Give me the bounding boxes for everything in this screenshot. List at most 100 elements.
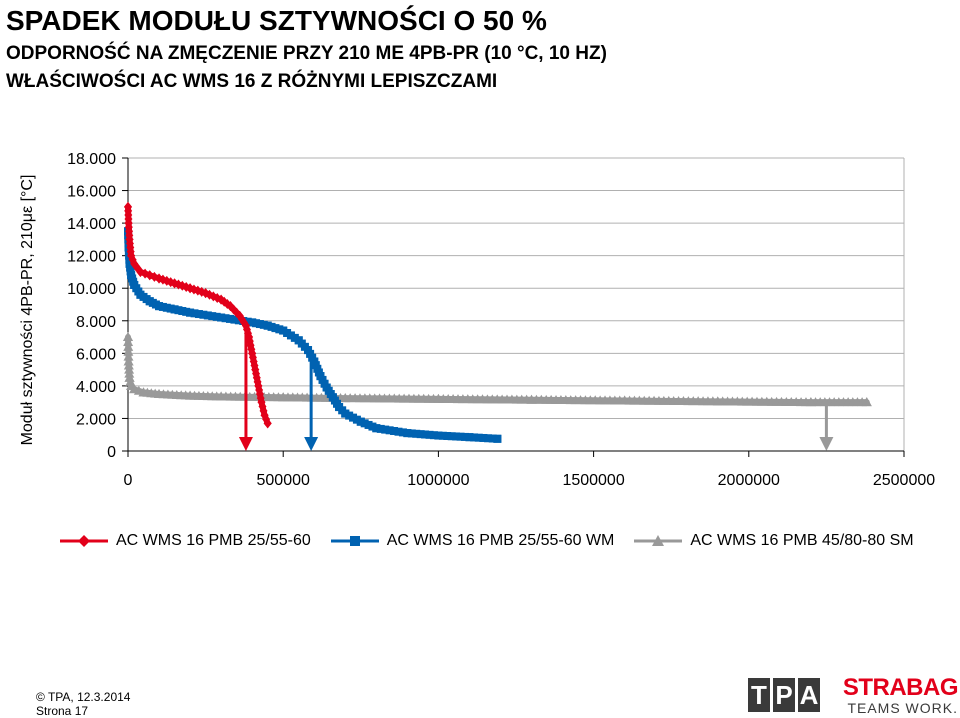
- series-square-trail-point: [212, 312, 221, 321]
- series-square-data-point: [465, 433, 474, 442]
- series-square-trail-point: [421, 430, 430, 439]
- series-diamond-data-point: [201, 288, 210, 299]
- series-square-trail-point: [221, 314, 230, 323]
- series-diamond-data-point: [248, 348, 257, 359]
- y-tick-label: 14.000: [67, 216, 116, 233]
- y-tick-label: 10.000: [67, 281, 116, 298]
- series-triangle-trail-point: [123, 336, 134, 346]
- x-tick-label: 500000: [257, 472, 310, 489]
- series-square-data-point: [279, 326, 288, 335]
- series-square-trail-point: [243, 317, 252, 326]
- y-tick-label: 18.000: [67, 151, 116, 168]
- series-square-data-point: [263, 321, 272, 330]
- series-square-trail-point: [479, 433, 488, 442]
- tpa-logo-letter-p: P: [773, 678, 795, 712]
- series-diamond-data-point: [125, 234, 134, 245]
- drop-arrow-head: [238, 437, 253, 451]
- series-triangle-data-point: [433, 393, 444, 403]
- legend-label-blue: AC WMS 16 PMB 25/55-60 WM: [386, 532, 615, 549]
- series-square-data-point: [328, 393, 337, 402]
- series-square-trail-point: [470, 433, 479, 442]
- series-square-data-point: [125, 259, 134, 268]
- series-diamond-data-point: [145, 270, 154, 281]
- series-diamond-data-point: [170, 278, 179, 289]
- series-square-data-point: [145, 297, 154, 306]
- series-square-trail-point: [225, 314, 234, 323]
- series-triangle-data-point: [340, 393, 351, 403]
- series-triangle-data-point: [805, 397, 816, 407]
- series-square-trail-point: [412, 429, 421, 438]
- strabag-logo-name: STRABAG: [842, 674, 959, 701]
- series-triangle-trail-point: [123, 351, 134, 361]
- series-square-data-point: [403, 429, 412, 438]
- series-diamond-data-point: [186, 283, 195, 294]
- x-tick-label: 2500000: [873, 472, 935, 489]
- series-triangle-line: [125, 334, 870, 406]
- series-square-data-point: [186, 308, 195, 317]
- series-triangle-data-point: [124, 372, 135, 382]
- series-square-data-point: [341, 409, 350, 418]
- footer-page-number: Strona 17: [36, 704, 89, 718]
- stiffness-chart: 0 2.000 4.000 6.000 8.000 10.000 12.000 14.000 1…: [67, 151, 935, 489]
- series-square-trail-point: [208, 312, 217, 321]
- chart-legend: AC WMS 16 PMB 25/55-60 AC WMS 16 PMB 25/…: [58, 532, 914, 550]
- y-tick-label: 2.000: [76, 411, 116, 428]
- drop-arrow-head: [819, 437, 834, 451]
- series-diamond-data-point: [260, 410, 269, 421]
- tpa-logo: T P A: [748, 678, 820, 712]
- drop-arrow-head: [304, 437, 319, 451]
- series-diamond-data-point: [155, 273, 164, 284]
- series-diamond-data-point: [251, 364, 260, 375]
- series-square-data-point: [322, 383, 331, 392]
- series-diamond-data-point: [263, 418, 272, 429]
- y-tick-label: 8.000: [76, 314, 116, 331]
- footer: © TPA, 12.3.2014 Strona 17: [36, 690, 130, 718]
- series-square-trail-point: [390, 427, 399, 436]
- subtitle-line-1: ODPORNOŚĆ NA ZMĘCZENIE PRZY 210 ME 4PB-P…: [6, 43, 607, 64]
- series-square-trail-point: [484, 434, 493, 443]
- series-square-data-point: [127, 271, 136, 280]
- series-square-data-point: [294, 336, 303, 345]
- series-triangle-data-point: [861, 397, 872, 407]
- series-square-line: [125, 228, 501, 442]
- series-triangle-data-point: [129, 384, 140, 394]
- series-square-data-point: [356, 417, 365, 426]
- legend-label-red: AC WMS 16 PMB 25/55-60: [116, 532, 311, 549]
- strabag-logo: STRABAG TEAMS WORK.: [836, 674, 959, 717]
- legend-item-gray: AC WMS 16 PMB 45/80-80 SM: [632, 532, 914, 550]
- series-triangle-data-point: [619, 395, 630, 405]
- x-tick-label: 1000000: [407, 472, 469, 489]
- series-diamond-data-point: [217, 294, 226, 305]
- series-square-trail-point: [425, 430, 434, 439]
- tpa-logo-letter-t: T: [748, 678, 770, 712]
- series-triangle-data-point: [138, 387, 149, 397]
- legend-label-gray: AC WMS 16 PMB 45/80-80 SM: [690, 532, 914, 549]
- series-square-trail-point: [474, 433, 483, 442]
- series-diamond-data-point: [130, 258, 139, 269]
- x-tick-label: 2000000: [718, 472, 780, 489]
- y-tick-label: 6.000: [76, 346, 116, 363]
- series-square-data-point: [304, 346, 313, 355]
- series-square-trail-point: [407, 429, 416, 438]
- footer-copyright: © TPA, 12.3.2014: [36, 690, 131, 704]
- tpa-logo-letter-a: A: [798, 678, 820, 712]
- y-tick-label: 16.000: [67, 184, 116, 201]
- y-tick-label: 0: [107, 444, 116, 461]
- series-diamond-data-point: [235, 310, 244, 321]
- series-square-trail-point: [376, 424, 385, 433]
- series-square-trail-point: [194, 310, 203, 319]
- series-diamond-data-point: [254, 380, 263, 391]
- series-square-data-point: [248, 318, 257, 327]
- series-square-data-point: [434, 431, 443, 440]
- legend-item-red: AC WMS 16 PMB 25/55-60: [58, 532, 311, 550]
- series-triangle-data-point: [278, 392, 289, 402]
- series-square-trail-point: [447, 432, 456, 441]
- series-square-trail-point: [488, 434, 497, 443]
- series-triangle-data-point: [216, 391, 227, 401]
- series-triangle-data-point: [185, 390, 196, 400]
- series-square-data-point: [130, 280, 139, 289]
- series-square-trail-point: [394, 427, 403, 436]
- series-square-trail-point: [230, 315, 239, 324]
- legend-item-blue: AC WMS 16 PMB 25/55-60 WM: [329, 532, 615, 550]
- x-tick-label: 1500000: [562, 472, 624, 489]
